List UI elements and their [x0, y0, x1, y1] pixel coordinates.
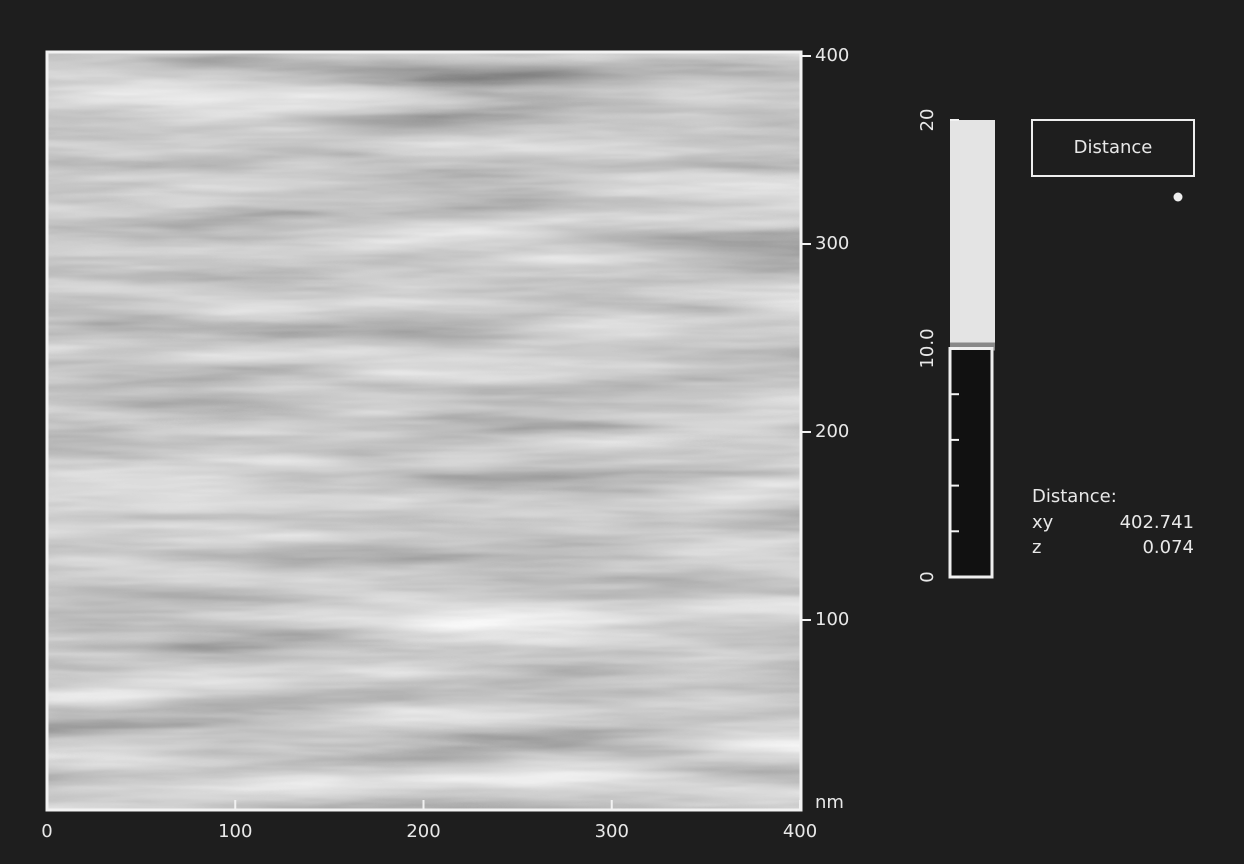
- scale-upper: [950, 120, 995, 349]
- y-tick-label: 100: [815, 609, 849, 630]
- readout-label: xy: [1032, 512, 1054, 533]
- readout-label: z: [1032, 537, 1041, 558]
- y-tick-label: 400: [815, 45, 849, 66]
- x-tick-label: 400: [783, 821, 817, 842]
- x-tick-label: 200: [406, 821, 440, 842]
- readout-title: Distance:: [1032, 486, 1117, 507]
- color-scale: 0 10.0 20: [917, 109, 995, 583]
- x-tick-label: 100: [218, 821, 252, 842]
- y-tick-label: 300: [815, 233, 849, 254]
- afm-image: [47, 52, 801, 810]
- distance-button[interactable]: [1031, 119, 1195, 177]
- indicator-dot: [1173, 192, 1183, 202]
- x-tick-label: 300: [595, 821, 629, 842]
- y-tick-label: 200: [815, 421, 849, 442]
- readout-value: 402.741: [1120, 512, 1194, 533]
- readout-value: 0.074: [1142, 537, 1194, 558]
- scale-tick-label: 10.0: [917, 328, 938, 368]
- scale-transition: [950, 342, 995, 351]
- scale-tick-label: 20: [917, 109, 938, 132]
- scale-tick-label: 0: [917, 571, 938, 582]
- button-label[interactable]: Distance: [1074, 137, 1153, 158]
- scale-lower: [948, 347, 994, 579]
- x-tick-label: 0: [41, 821, 52, 842]
- unit-label: nm: [815, 792, 844, 813]
